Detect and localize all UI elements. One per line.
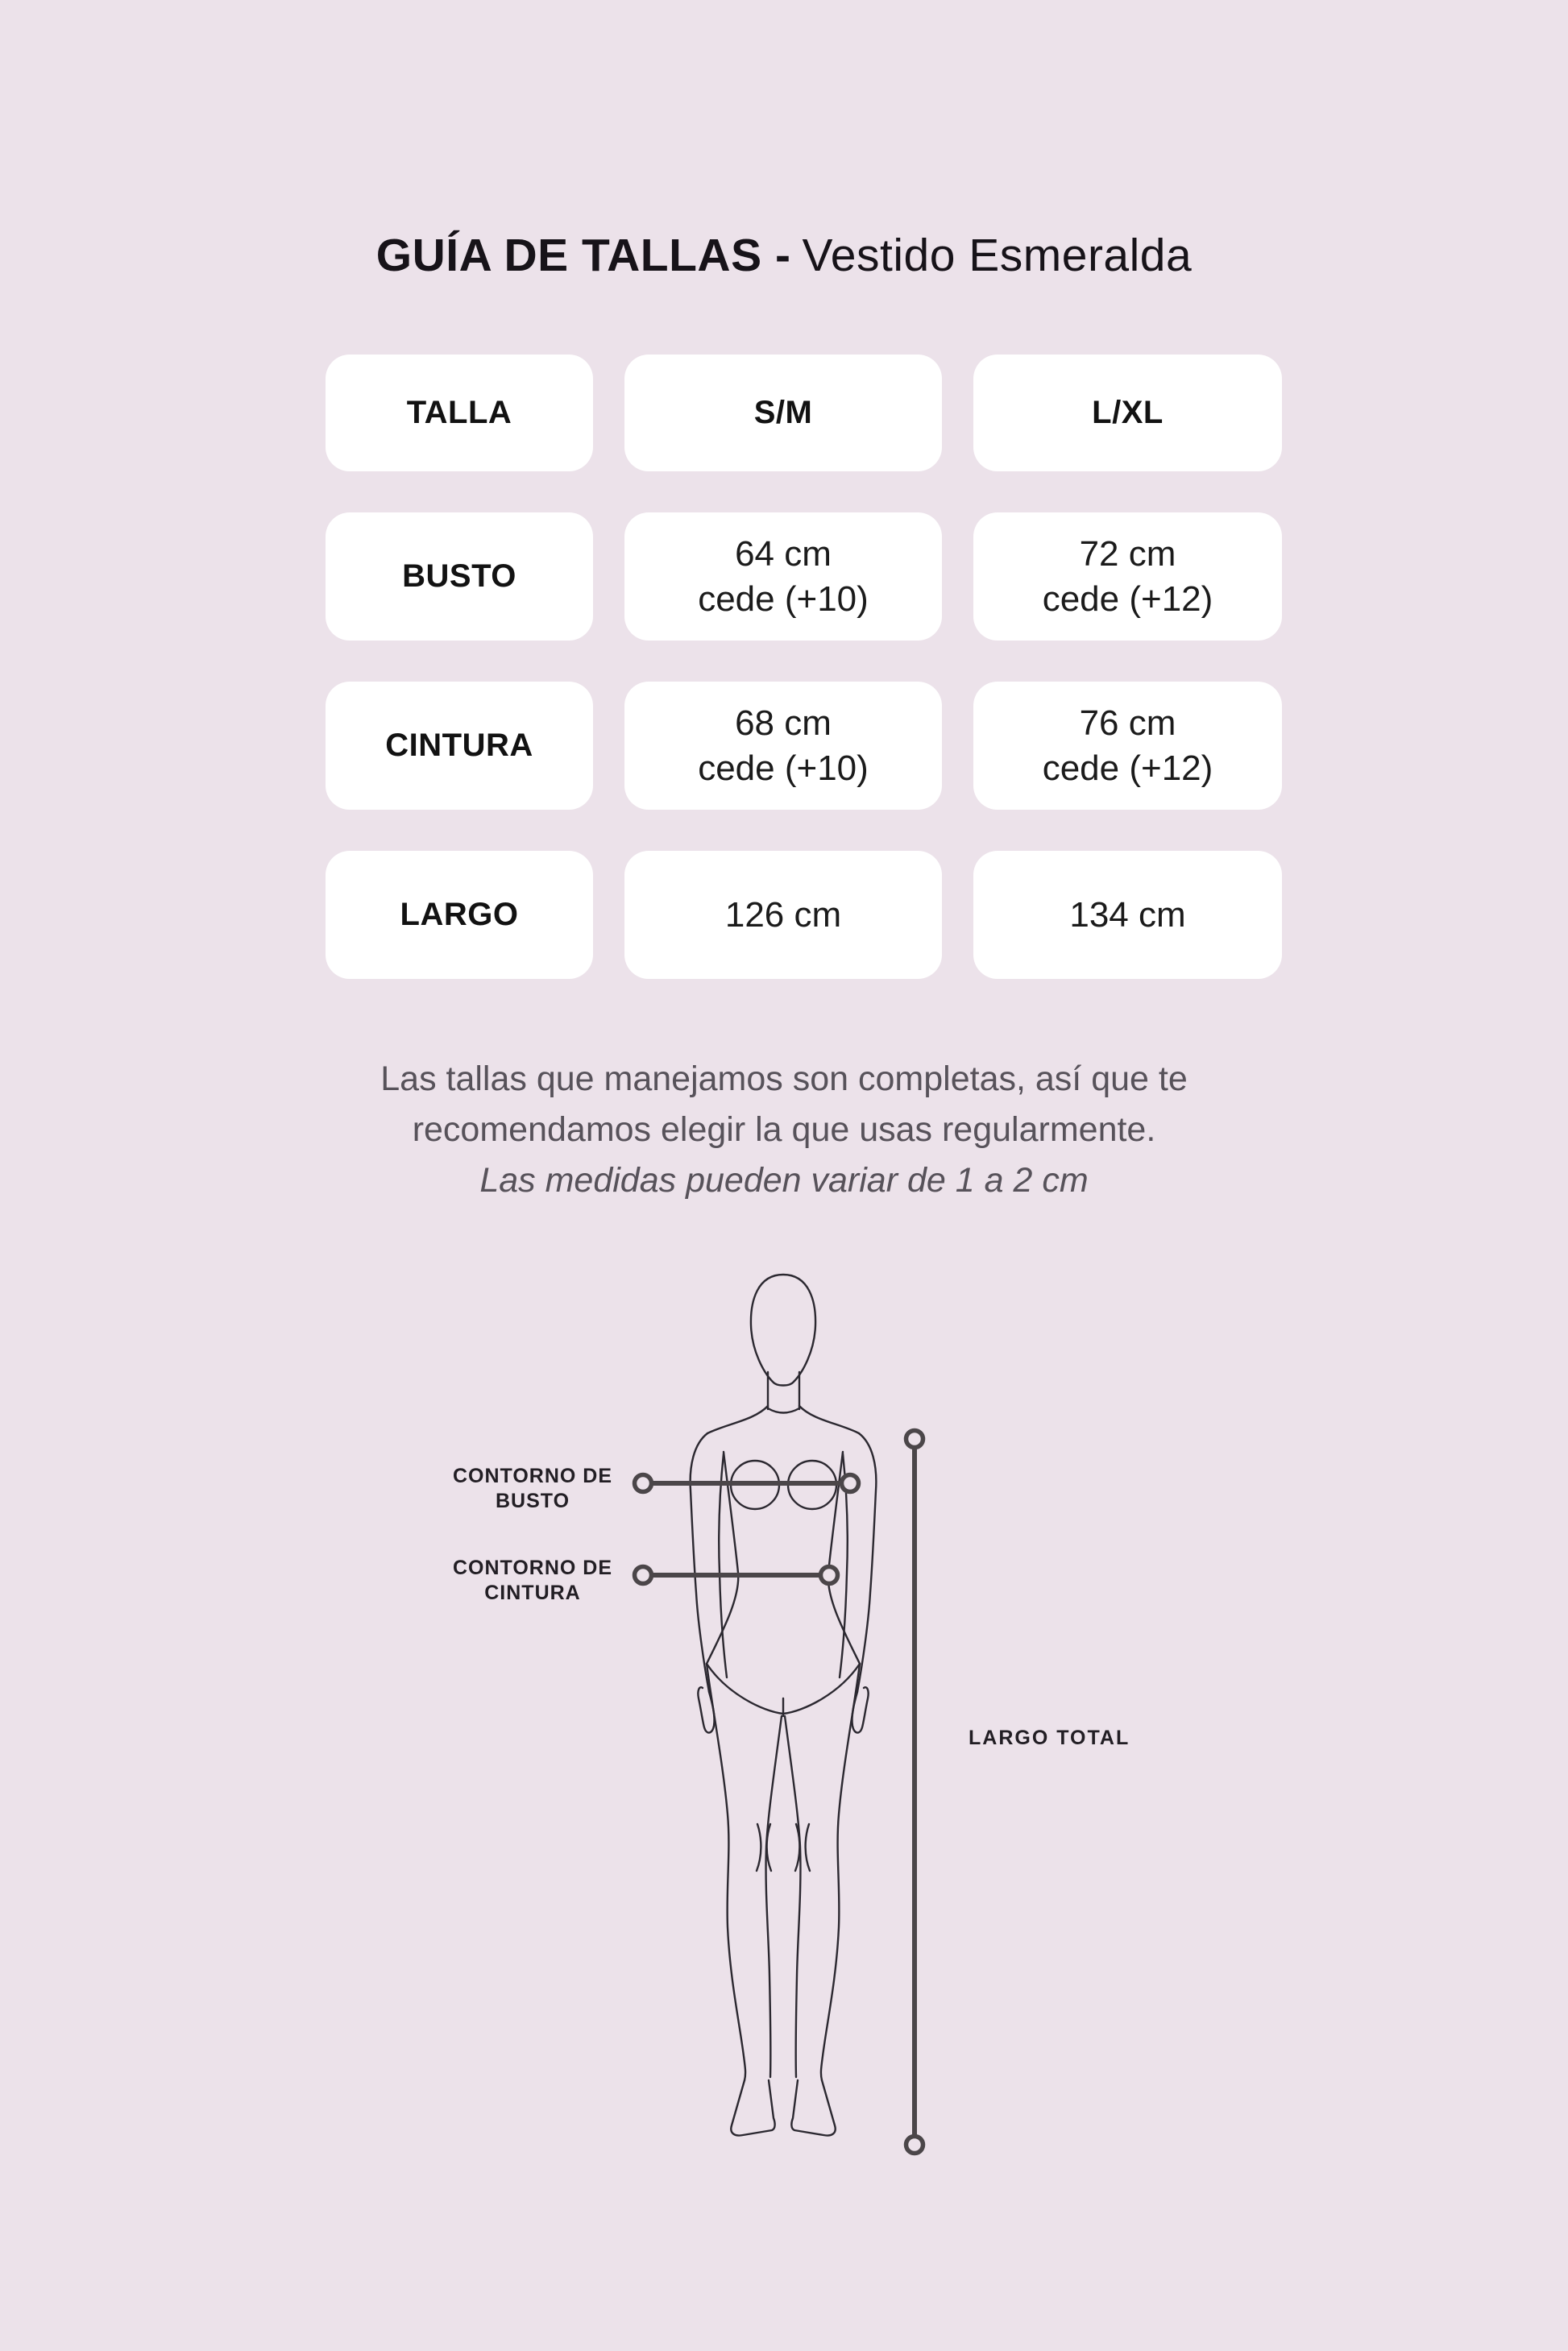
header-label: L/XL [1092,395,1164,430]
waist-label-line2: CINTURA [484,1582,581,1604]
cell-cintura-lxl: 76 cm cede (+12) [973,682,1282,810]
cell-value: 76 cm [1079,703,1176,743]
cell-cintura-sm: 68 cm cede (+10) [624,682,942,810]
bust-label-line1: CONTORNO DE [452,1465,613,1487]
page-title: GUÍA DE TALLAS - Vestido Esmeralda [0,229,1568,282]
page-title-bold: GUÍA DE TALLAS - [375,230,791,281]
cell-value: 134 cm [1069,894,1186,935]
cell-value: 68 cm [735,703,832,743]
size-note-paragraph: Las tallas que manejamos son completas, … [0,1054,1568,1206]
cell-value: 72 cm [1079,533,1176,574]
page-title-regular: Vestido Esmeralda [802,230,1193,281]
waist-label-line1: CONTORNO DE [452,1557,613,1579]
bust-measure-label: CONTORNO DE BUSTO [403,1464,662,1514]
note-line-italic: Las medidas pueden variar de 1 a 2 cm [479,1161,1089,1200]
measure-lines [643,1439,917,2145]
header-label: TALLA [406,395,512,430]
cell-note: cede (+10) [698,578,869,619]
measure-line-rings [632,1428,926,2156]
header-label: S/M [753,395,813,430]
row-label: LARGO [400,897,519,932]
row-label-busto: BUSTO [326,512,593,641]
cell-note: cede (+12) [1042,578,1213,619]
cell-busto-lxl: 72 cm cede (+12) [973,512,1282,641]
cell-value: 64 cm [735,533,832,574]
table-header-lxl: L/XL [973,355,1282,471]
cell-note: cede (+10) [698,748,869,788]
row-label-cintura: CINTURA [326,682,593,810]
bust-label-line2: BUSTO [495,1490,570,1512]
table-header-talla: TALLA [326,355,593,471]
note-line: recomendamos elegir la que usas regularm… [412,1110,1156,1149]
cell-busto-sm: 64 cm cede (+10) [624,512,942,641]
cell-largo-lxl: 134 cm [973,851,1282,979]
row-label-largo: LARGO [326,851,593,979]
row-label: BUSTO [402,558,516,594]
figure-outline [689,1273,877,2137]
cell-note: cede (+12) [1042,748,1213,788]
size-table: TALLA S/M L/XL BUSTO 64 cm cede (+10) 72… [326,355,1283,979]
length-measure-label: LARGO TOTAL [969,1727,1130,1749]
table-header-sm: S/M [624,355,942,471]
note-line: Las tallas que manejamos son completas, … [380,1059,1188,1098]
cell-value: 126 cm [724,894,842,935]
cell-largo-sm: 126 cm [624,851,942,979]
waist-measure-label: CONTORNO DE CINTURA [403,1556,662,1606]
body-measurement-diagram [632,1273,926,2156]
row-label: CINTURA [385,728,533,763]
